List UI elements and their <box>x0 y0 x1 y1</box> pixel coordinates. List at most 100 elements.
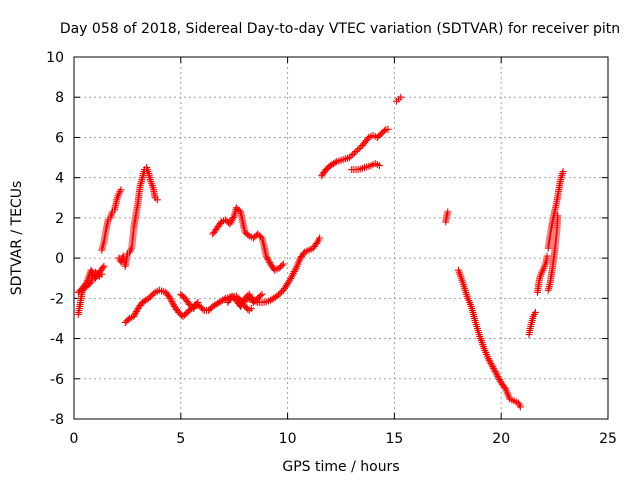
data-point <box>226 220 234 228</box>
tick-labels: 0 5 10 15 20 25 -8 -6 -4 -2 0 2 4 6 8 10 <box>46 50 617 447</box>
data-point <box>559 168 567 176</box>
data-points <box>74 93 567 411</box>
data-point <box>491 368 499 375</box>
y-tick-label: 8 <box>55 90 64 106</box>
data-point <box>132 309 139 317</box>
data-point <box>148 291 156 299</box>
data-point <box>494 372 502 380</box>
data-point <box>194 298 202 306</box>
data-point <box>82 280 90 288</box>
x-axis-label: GPS time / hours <box>282 459 399 475</box>
data-point <box>193 300 201 308</box>
data-point <box>275 291 282 299</box>
data-point <box>99 264 107 272</box>
data-point <box>229 215 236 223</box>
data-point <box>244 305 252 313</box>
data-point <box>262 252 270 260</box>
data-point <box>145 294 153 302</box>
data-point <box>489 363 497 371</box>
data-point <box>227 218 235 226</box>
data-point <box>273 292 281 300</box>
data-point <box>132 308 140 316</box>
data-point <box>486 358 494 366</box>
plot-frame <box>73 56 609 420</box>
data-point <box>146 293 154 301</box>
x-tick-label: 15 <box>385 431 403 447</box>
data-point <box>346 154 353 162</box>
data-point <box>265 257 273 265</box>
x-tick-label: 25 <box>599 431 617 447</box>
y-tick-label: 6 <box>55 130 64 146</box>
y-tick-label: -6 <box>50 372 64 388</box>
data-point <box>228 217 236 225</box>
data-point <box>349 151 357 158</box>
data-point <box>493 371 501 379</box>
data-point <box>131 311 139 319</box>
data-point <box>168 298 176 306</box>
data-point <box>130 312 138 320</box>
data-point <box>490 364 497 372</box>
y-tick-label: -8 <box>50 412 64 428</box>
data-point <box>354 146 362 154</box>
data-point <box>291 266 299 274</box>
data-point <box>355 145 363 152</box>
data-point <box>484 355 492 363</box>
grid-lines <box>74 57 608 419</box>
data-point <box>496 376 503 384</box>
data-point <box>276 289 284 297</box>
data-point <box>117 186 125 194</box>
chart-title: Day 058 of 2018, Sidereal Day-to-day VTE… <box>60 21 620 37</box>
data-point <box>492 369 500 377</box>
data-point <box>531 308 539 316</box>
x-tick-label: 20 <box>492 431 510 447</box>
data-point <box>352 148 360 155</box>
data-point <box>247 304 255 312</box>
y-tick-label: 10 <box>46 50 64 66</box>
data-point <box>278 262 286 269</box>
data-point <box>380 127 388 135</box>
data-point <box>375 162 383 170</box>
data-point <box>199 305 207 313</box>
data-point <box>100 262 108 270</box>
data-point <box>124 316 132 324</box>
x-tick-label: 5 <box>176 431 185 447</box>
data-point <box>397 93 405 101</box>
data-point <box>331 159 339 167</box>
y-tick-label: 0 <box>55 251 64 267</box>
data-point <box>167 296 175 304</box>
data-point <box>229 214 237 221</box>
data-point <box>257 292 264 300</box>
y-axis-label: SDTVAR / TECUs <box>9 181 25 296</box>
data-point <box>258 290 266 298</box>
data-point <box>444 208 452 216</box>
data-point <box>495 374 503 382</box>
data-point <box>384 125 392 133</box>
data-point <box>485 356 493 364</box>
data-point <box>263 254 271 262</box>
data-point <box>166 294 174 302</box>
data-point <box>490 366 498 374</box>
y-tick-label: -4 <box>50 332 64 348</box>
data-point <box>516 403 524 411</box>
data-point <box>238 301 245 309</box>
data-point <box>150 290 158 298</box>
data-point <box>316 234 324 242</box>
data-point <box>252 297 260 305</box>
x-tick-label: 10 <box>279 431 297 447</box>
data-point <box>488 361 496 369</box>
data-point <box>239 298 247 306</box>
data-point <box>87 266 95 274</box>
data-point <box>237 302 245 310</box>
data-point <box>554 212 562 220</box>
data-point <box>153 196 161 204</box>
data-point <box>350 149 358 157</box>
data-point <box>543 252 551 260</box>
data-point <box>169 299 177 307</box>
axis-ticks <box>73 56 609 420</box>
y-tick-label: 2 <box>55 211 64 227</box>
data-point <box>244 231 252 239</box>
y-tick-label: -2 <box>50 291 64 307</box>
data-point <box>347 152 355 160</box>
y-tick-label: 4 <box>55 171 64 187</box>
